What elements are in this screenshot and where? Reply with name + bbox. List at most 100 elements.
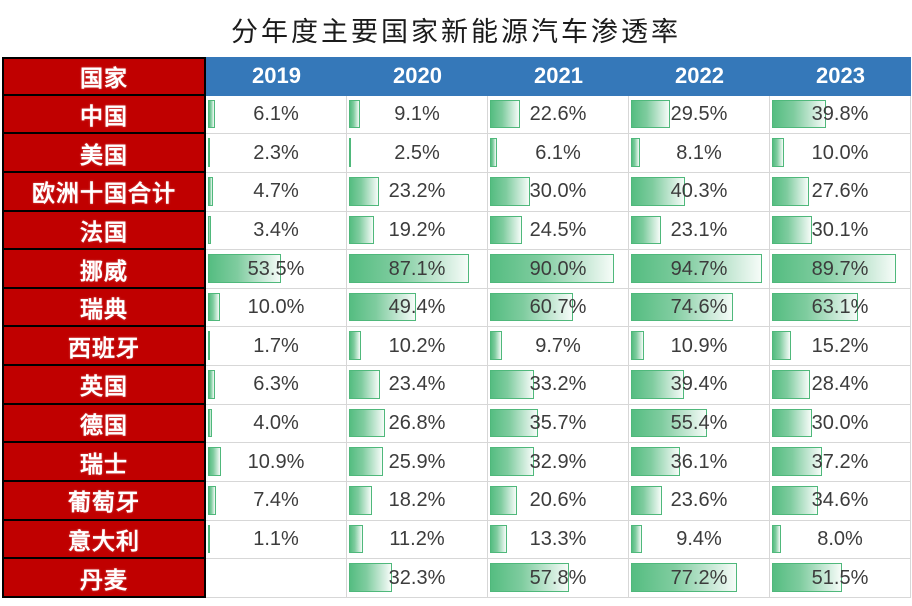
- value-cell: 11.2%: [347, 520, 488, 560]
- value-cell: 33.2%: [488, 366, 629, 405]
- value-label: 55.4%: [670, 412, 728, 435]
- data-bar: [349, 176, 380, 206]
- data-bar: [631, 215, 662, 245]
- data-bar: [631, 292, 734, 322]
- value-label: 4.0%: [253, 412, 299, 435]
- value-label: 13.3%: [529, 528, 587, 550]
- value-label: 28.4%: [811, 373, 869, 396]
- data-bar: [631, 138, 641, 167]
- country-label: 中国: [2, 95, 206, 135]
- value-cell: 23.6%: [629, 482, 770, 521]
- value-cell: 1.7%: [206, 327, 347, 367]
- table-row: 欧洲十国合计 4.7% 23.2% 30.0% 40.3% 27.6%: [2, 172, 911, 212]
- data-bar: [349, 524, 363, 554]
- data-bar: [631, 408, 707, 438]
- value-label: 32.3%: [388, 566, 446, 589]
- year-header-2023: 2023: [770, 57, 911, 96]
- country-label: 欧洲十国合计: [2, 172, 206, 212]
- value-cell: 22.6%: [488, 95, 629, 135]
- value-label: 37.2%: [811, 450, 869, 473]
- value-label: 10.2%: [388, 334, 446, 357]
- data-bar: [349, 254, 469, 283]
- table-row: 英国 6.3% 23.4% 33.2% 39.4% 28.4%: [2, 366, 911, 405]
- value-label: 9.1%: [394, 102, 440, 125]
- value-label: 11.2%: [389, 528, 445, 550]
- value-cell: 53.5%: [206, 250, 347, 289]
- data-bar: [490, 408, 538, 438]
- data-bar: [490, 215, 523, 245]
- value-cell: 9.7%: [488, 327, 629, 367]
- value-cell: 40.3%: [629, 172, 770, 212]
- country-label: 丹麦: [2, 559, 206, 598]
- value-label: 63.1%: [811, 296, 869, 319]
- value-cell: 89.7%: [770, 250, 911, 289]
- value-label: 24.5%: [529, 218, 587, 241]
- data-bar: [490, 370, 535, 399]
- data-bar: [208, 486, 217, 515]
- value-cell: 1.1%: [206, 520, 347, 560]
- value-cell: 6.3%: [206, 366, 347, 405]
- value-label: 23.1%: [670, 218, 728, 241]
- data-bar: [631, 524, 643, 554]
- value-cell: 6.1%: [206, 95, 347, 135]
- data-bar: [208, 292, 220, 322]
- table-row: 挪威 53.5% 87.1% 90.0% 94.7% 89.7%: [2, 250, 911, 289]
- value-cell: 7.4%: [206, 482, 347, 521]
- value-cell: 94.7%: [629, 250, 770, 289]
- value-cell: 26.8%: [347, 404, 488, 444]
- data-bar: [772, 176, 809, 206]
- value-cell: 10.9%: [206, 443, 347, 483]
- value-label: 1.7%: [253, 334, 299, 357]
- value-label: 9.7%: [535, 334, 581, 357]
- data-bar: [208, 370, 215, 399]
- value-cell: 49.4%: [347, 288, 488, 328]
- data-bar: [208, 331, 210, 361]
- country-label: 葡萄牙: [2, 482, 206, 521]
- value-label: 74.6%: [670, 296, 728, 319]
- value-cell: 55.4%: [629, 404, 770, 444]
- value-label: 3.4%: [253, 218, 299, 241]
- value-label: 57.8%: [529, 566, 587, 589]
- data-bar: [772, 370, 810, 399]
- data-bar: [631, 486, 663, 515]
- country-label: 瑞典: [2, 288, 206, 328]
- value-cell: 30.1%: [770, 211, 911, 251]
- value-label: 8.0%: [817, 528, 863, 550]
- value-cell: 27.6%: [770, 172, 911, 212]
- value-label: 10.9%: [247, 450, 305, 473]
- value-label: 30.0%: [811, 412, 869, 435]
- data-bar: [208, 138, 210, 167]
- data-bar: [208, 408, 212, 438]
- value-label: 29.5%: [670, 102, 728, 125]
- data-bar: [208, 254, 281, 283]
- value-cell: 3.4%: [206, 211, 347, 251]
- data-bar: [772, 292, 859, 322]
- value-label: 9.4%: [676, 528, 722, 550]
- value-label: 89.7%: [811, 257, 869, 280]
- country-label: 瑞士: [2, 443, 206, 483]
- value-cell: 34.6%: [770, 482, 911, 521]
- value-label: 51.5%: [811, 566, 869, 589]
- value-label: 60.7%: [529, 296, 587, 319]
- data-bar: [490, 524, 507, 554]
- value-cell: 23.4%: [347, 366, 488, 405]
- value-label: 30.0%: [529, 180, 587, 203]
- value-cell: 32.9%: [488, 443, 629, 483]
- value-cell: 20.6%: [488, 482, 629, 521]
- data-bar: [349, 447, 384, 477]
- value-label: 36.1%: [670, 450, 728, 473]
- value-cell: 39.8%: [770, 95, 911, 135]
- value-cell: 10.0%: [770, 134, 911, 173]
- data-bar: [631, 563, 738, 592]
- year-header-2020: 2020: [347, 57, 488, 96]
- data-bar: [772, 524, 782, 554]
- data-bar: [631, 370, 685, 399]
- data-bar: [490, 447, 535, 477]
- data-bar: [208, 215, 211, 245]
- year-header-2022: 2022: [629, 57, 770, 96]
- country-label: 意大利: [2, 520, 206, 560]
- value-cell: 4.7%: [206, 172, 347, 212]
- table-row: 中国 6.1% 9.1% 22.6% 29.5% 39.8%: [2, 95, 911, 135]
- data-bar: [772, 447, 823, 477]
- table-row: 德国 4.0% 26.8% 35.7% 55.4% 30.0%: [2, 404, 911, 444]
